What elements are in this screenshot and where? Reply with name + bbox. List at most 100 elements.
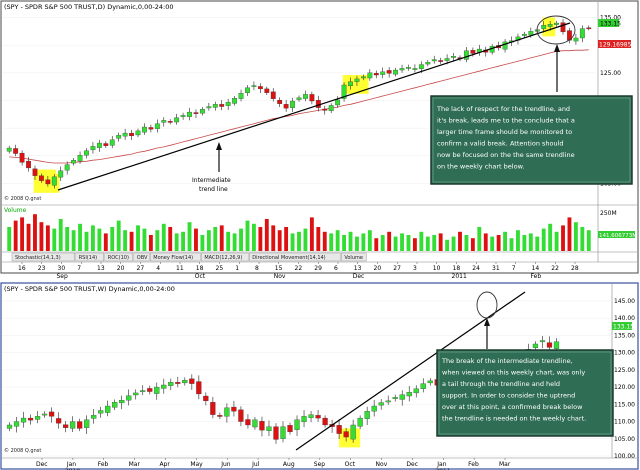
volume-bar [561,225,565,251]
weekly-candle [168,382,174,386]
daily-candle [193,112,199,114]
weekly-candle [189,378,195,384]
weekly-y-tick: 125.00 [614,367,635,374]
volume-bar [161,223,166,251]
daily-candle [586,27,592,30]
weekly-candle [231,406,237,412]
volume-bar [490,236,495,251]
daily-candle [451,56,456,58]
volume-bar [110,227,115,251]
daily-callout-line: confirm a valid break. Attention should [437,140,564,148]
weekly-candle [27,417,34,421]
indicator-tab [133,252,150,262]
weekly-x-tick: Oct [345,461,356,468]
weekly-y-tick: 115.00 [614,401,635,408]
daily-month-label: Nov [274,273,286,280]
daily-candle [322,108,328,111]
weekly-candle [322,417,328,426]
daily-x-tick: 3 [413,265,417,272]
daily-candle [386,70,392,74]
weekly-y-tick: 130.00 [614,350,635,357]
volume-bar [78,223,82,251]
daily-candle [573,37,579,42]
daily-x-tick: 15 [275,265,283,272]
daily-candle [142,126,147,133]
volume-bar [297,231,301,251]
weekly-callout-line: The break of the intermediate trendline, [441,357,573,365]
weekly-highlight [339,428,361,448]
daily-candle [502,41,508,50]
weekly-candle [105,405,111,413]
daily-candle [212,104,218,108]
weekly-candle [48,411,55,417]
volume-bar [39,222,44,251]
weekly-candle [63,424,69,428]
volume-bar [361,233,366,251]
weekly-candle [154,386,160,394]
volume-bar [483,233,488,251]
daily-moving-average [9,49,589,164]
weekly-candle [245,419,251,426]
daily-candle [238,93,244,99]
weekly-candle [147,388,153,392]
volume-bar [142,228,147,251]
daily-candle [96,142,102,148]
volume-bar [516,230,520,251]
daily-x-tick: 7 [77,265,81,272]
daily-focus-circle [536,15,576,45]
volume-bar [322,231,327,251]
weekly-candle [413,388,419,394]
weekly-candle [343,431,349,438]
daily-x-tick: 6 [334,265,338,272]
daily-candle [64,164,70,171]
weekly-title: (SPY - SPDR S&P 500 TRUST,W) Dynamic,0,0… [4,285,175,293]
weekly-candle [427,380,433,384]
daily-candle [174,117,180,123]
volume-bar [200,235,205,251]
weekly-y-tick: 120.00 [614,384,635,391]
daily-callout-line: it's break, leads me to the conclude tha… [437,117,575,125]
weekly-callout-line: support. In order to consider the uptren… [442,392,575,400]
daily-x-tick: 1 [235,265,239,272]
volume-bar [470,238,475,251]
weekly-candle [203,395,209,402]
daily-candle [528,31,534,36]
daily-candle [438,60,444,62]
volume-bar [548,223,553,251]
weekly-candle [336,425,342,434]
daily-candle [431,59,437,62]
weekly-candle [140,390,146,392]
volume-bar [277,230,282,251]
volume-bar [103,233,108,251]
daily-candle [335,99,341,106]
daily-candle [251,85,257,87]
daily-month-label: 2011 [452,273,467,280]
daily-candle [367,72,373,79]
volume-bar [580,227,585,251]
weekly-callout-line: the trendline is needed on the weekly ch… [442,415,586,423]
volume-bar [419,231,424,251]
weekly-x-tick: Feb [98,461,109,468]
daily-x-tick: 4 [156,265,160,272]
daily-y-tick: 125.00 [600,70,621,77]
weekly-candle [126,395,132,401]
volume-bar [316,227,321,251]
weekly-candle [371,405,377,412]
weekly-x-tick: Mar [499,461,511,468]
volume-bar [567,217,572,251]
weekly-candle [553,341,560,349]
daily-candle [51,176,57,186]
volume-bar [251,223,256,251]
daily-candle [296,97,302,100]
daily-x-tick: 30 [58,265,66,272]
daily-candle [6,147,12,152]
weekly-candle [364,411,370,419]
weekly-candle [294,419,300,430]
daily-candle [154,123,160,129]
daily-candle [290,100,295,108]
daily-x-tick: 18 [453,265,461,272]
daily-candle [354,78,360,82]
daily-highlight [542,17,556,37]
daily-candle [283,104,289,109]
volume-label: Volume [4,207,27,214]
